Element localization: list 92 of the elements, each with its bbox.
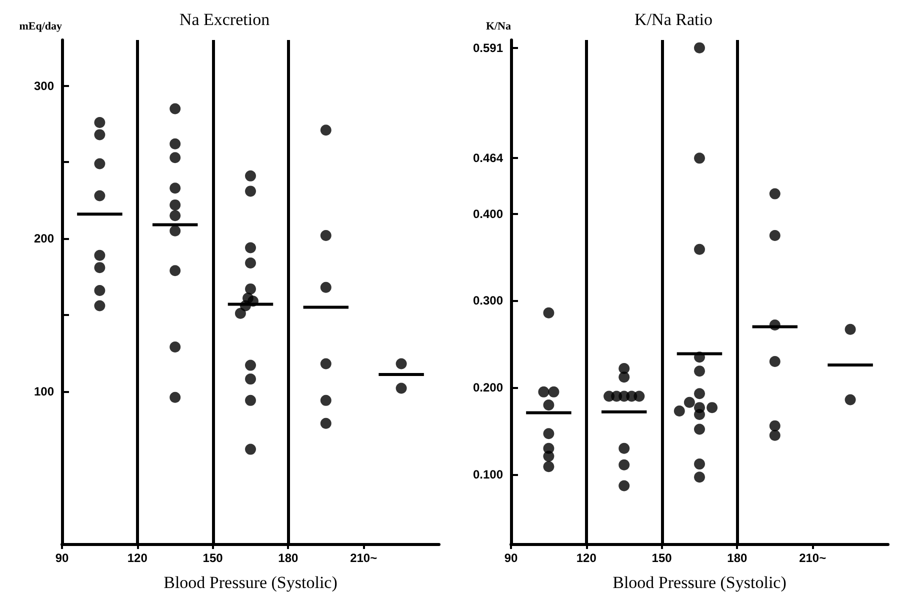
point	[320, 124, 332, 136]
point	[694, 424, 705, 435]
point	[320, 418, 332, 429]
point	[538, 386, 550, 398]
y-tick-label: 0.464	[472, 151, 504, 166]
y-tick-label: 0.400	[472, 206, 504, 221]
point	[245, 444, 256, 455]
point	[245, 283, 256, 294]
point	[543, 461, 554, 472]
point	[694, 472, 705, 483]
point	[694, 409, 705, 420]
point	[543, 399, 554, 410]
x-tick-label: 150	[202, 551, 224, 565]
point	[543, 450, 554, 462]
point	[320, 282, 332, 293]
y-axis-title: mEq/day	[19, 20, 62, 32]
x-tick-label: 180	[278, 551, 299, 565]
y-axis-title: K/Na	[486, 20, 512, 32]
chart-title: Na Excretion	[179, 10, 270, 29]
point	[320, 358, 332, 370]
x-axis-title: Blood Pressure (Systolic)	[164, 573, 338, 592]
point	[245, 186, 256, 197]
point	[694, 366, 705, 377]
point	[618, 480, 630, 492]
point	[543, 307, 554, 318]
point	[94, 129, 106, 140]
y-tick-label: 0.591	[472, 40, 504, 55]
point	[769, 230, 780, 242]
point	[245, 374, 256, 385]
point	[684, 396, 695, 408]
point	[170, 392, 181, 403]
y-tick-label: 0.300	[472, 294, 504, 308]
point	[320, 230, 332, 241]
point	[170, 152, 181, 164]
point	[170, 199, 181, 210]
point	[618, 442, 630, 454]
point	[170, 341, 181, 352]
point	[844, 324, 856, 335]
point	[634, 390, 645, 402]
point	[694, 152, 705, 164]
point	[769, 356, 780, 368]
point	[548, 386, 560, 398]
point	[396, 358, 407, 370]
point	[769, 430, 780, 441]
point	[94, 250, 106, 261]
point	[234, 308, 246, 319]
x-tick-label: 90	[55, 551, 69, 565]
x-tick-label: 180	[727, 551, 748, 565]
x-tick-label: 150	[652, 551, 672, 565]
x-tick-label: 210~	[350, 551, 378, 565]
point	[674, 406, 685, 417]
x-tick-label: 120	[576, 551, 597, 565]
point	[94, 190, 106, 202]
x-tick-label: 210~	[799, 551, 826, 565]
point	[245, 394, 256, 406]
point	[320, 394, 332, 406]
point	[245, 170, 256, 182]
point	[94, 116, 106, 128]
point	[694, 388, 705, 400]
point	[94, 300, 106, 312]
point	[94, 284, 106, 296]
x-tick-label: 90	[504, 551, 518, 565]
point	[618, 459, 630, 470]
point	[543, 428, 554, 440]
point	[694, 458, 705, 470]
point	[769, 420, 780, 432]
point	[94, 158, 106, 170]
point	[94, 262, 106, 274]
point	[618, 372, 630, 383]
point	[769, 188, 780, 200]
point	[844, 394, 856, 406]
point	[245, 257, 256, 268]
point	[694, 42, 705, 54]
y-tick-label: 300	[34, 78, 54, 93]
y-tick-label: 0.100	[472, 467, 504, 482]
point	[170, 225, 181, 236]
y-tick-label: 100	[34, 384, 54, 398]
point	[170, 210, 181, 222]
point	[706, 402, 718, 414]
point	[170, 182, 181, 194]
y-tick-label: 200	[34, 232, 54, 246]
point	[170, 138, 181, 150]
point	[170, 103, 181, 114]
point	[245, 360, 256, 371]
x-tick-label: 120	[127, 551, 148, 565]
point	[245, 242, 256, 254]
point	[694, 244, 705, 255]
point	[396, 382, 407, 394]
chart-title: K/Na Ratio	[634, 10, 712, 29]
point	[170, 265, 181, 276]
y-tick-label: 0.200	[472, 380, 504, 395]
x-axis-title: Blood Pressure (Systolic)	[612, 573, 786, 592]
